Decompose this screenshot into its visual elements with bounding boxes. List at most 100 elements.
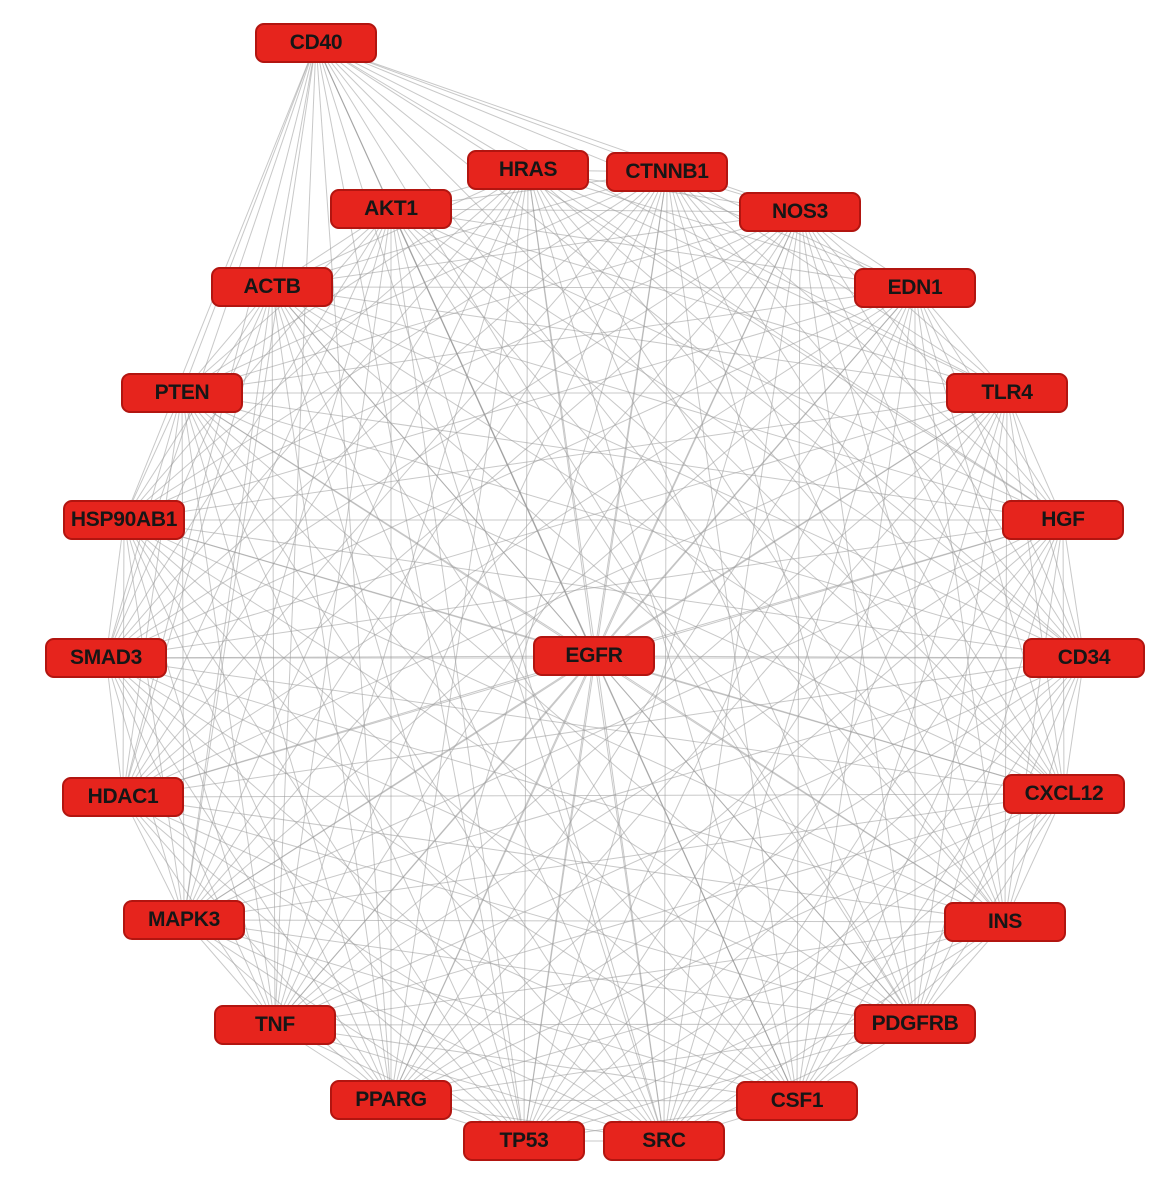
node-cd34[interactable]: CD34 bbox=[1023, 638, 1145, 678]
edge-nos3-hgf bbox=[799, 211, 1064, 521]
edge-pdgfrb-hdac1 bbox=[122, 796, 916, 1025]
edge-hgf-tnf bbox=[274, 519, 1064, 1026]
edge-nos3-tnf bbox=[274, 211, 801, 1026]
edge-cxcl12-hdac1 bbox=[122, 793, 1065, 798]
edge-pparg-actb bbox=[271, 286, 392, 1101]
edge-cxcl12-src bbox=[663, 793, 1065, 1142]
edge-hgf-akt1 bbox=[390, 208, 1064, 521]
node-hras[interactable]: HRAS bbox=[467, 150, 589, 190]
edge-hgf-pparg bbox=[390, 519, 1064, 1101]
edge-edn1-actb bbox=[271, 286, 916, 289]
edge-cd34-actb bbox=[271, 286, 1085, 659]
edge-hsp90ab1-pten bbox=[123, 392, 183, 521]
edge-ins-mapk3 bbox=[183, 919, 1006, 923]
edge-cd34-pparg bbox=[390, 657, 1085, 1101]
edge-mapk3-pten bbox=[181, 392, 185, 921]
edge-smad3-actb bbox=[105, 286, 273, 659]
edge-tlr4-hgf bbox=[1006, 392, 1064, 521]
edge-mapk3-actb bbox=[183, 286, 273, 921]
edge-mapk3-hdac1 bbox=[122, 796, 185, 921]
edge-nos3-smad3 bbox=[105, 211, 801, 659]
edge-egfr-hsp90ab1 bbox=[123, 519, 595, 657]
edge-src-pten bbox=[181, 392, 665, 1142]
node-hgf[interactable]: HGF bbox=[1002, 500, 1124, 540]
edge-egfr-cxcl12 bbox=[593, 655, 1065, 795]
node-tnf[interactable]: TNF bbox=[214, 1005, 336, 1045]
edge-src-hdac1 bbox=[122, 796, 665, 1142]
edge-egfr-pten bbox=[181, 392, 595, 657]
node-tp53[interactable]: TP53 bbox=[463, 1121, 585, 1161]
node-pdgfrb[interactable]: PDGFRB bbox=[854, 1004, 976, 1044]
edge-hras-tnf bbox=[274, 169, 529, 1026]
node-hsp90ab1[interactable]: HSP90AB1 bbox=[63, 500, 185, 540]
node-cd40[interactable]: CD40 bbox=[255, 23, 377, 63]
edge-cd40-cxcl12 bbox=[315, 42, 1065, 795]
edge-ctnnb1-hsp90ab1 bbox=[123, 171, 668, 521]
edge-ins-tp53 bbox=[523, 921, 1006, 1142]
edge-smad3-hsp90ab1 bbox=[105, 519, 125, 659]
node-akt1[interactable]: AKT1 bbox=[330, 189, 452, 229]
edge-egfr-akt1 bbox=[390, 208, 595, 657]
edge-cd34-tp53 bbox=[523, 657, 1085, 1142]
edge-egfr-nos3 bbox=[593, 211, 801, 657]
node-ctnnb1[interactable]: CTNNB1 bbox=[606, 152, 728, 192]
edge-tnf-hsp90ab1 bbox=[123, 519, 276, 1026]
edge-cd40-cd34 bbox=[315, 42, 1085, 659]
edge-cxcl12-pparg bbox=[390, 793, 1065, 1101]
edge-cd34-hdac1 bbox=[122, 657, 1085, 798]
edge-hdac1-pten bbox=[122, 392, 183, 798]
node-actb[interactable]: ACTB bbox=[211, 267, 333, 307]
edge-ctnnb1-csf1 bbox=[666, 171, 798, 1102]
node-tlr4[interactable]: TLR4 bbox=[946, 373, 1068, 413]
node-hdac1[interactable]: HDAC1 bbox=[62, 777, 184, 817]
edge-hras-tp53 bbox=[523, 169, 529, 1142]
edge-hgf-cd34 bbox=[1062, 519, 1085, 659]
edge-egfr-edn1 bbox=[593, 287, 916, 657]
edge-hgf-csf1 bbox=[796, 519, 1064, 1102]
edge-cd40-pten bbox=[181, 42, 317, 394]
edge-pdgfrb-smad3 bbox=[105, 657, 916, 1025]
edge-pdgfrb-mapk3 bbox=[183, 919, 916, 1025]
edge-edn1-hsp90ab1 bbox=[123, 287, 916, 521]
edge-csf1-pten bbox=[181, 392, 798, 1102]
edge-mapk3-akt1 bbox=[183, 208, 392, 921]
node-cxcl12[interactable]: CXCL12 bbox=[1003, 774, 1125, 814]
node-csf1[interactable]: CSF1 bbox=[736, 1081, 858, 1121]
node-src[interactable]: SRC bbox=[603, 1121, 725, 1161]
edge-tnf-actb bbox=[271, 286, 276, 1026]
edge-tlr4-pdgfrb bbox=[914, 392, 1008, 1025]
edge-edn1-tp53 bbox=[523, 287, 916, 1142]
edge-egfr-ins bbox=[593, 655, 1006, 923]
edge-ins-smad3 bbox=[105, 657, 1006, 923]
node-nos3[interactable]: NOS3 bbox=[739, 192, 861, 232]
edge-cd34-pdgfrb bbox=[914, 657, 1085, 1025]
edge-egfr-hdac1 bbox=[122, 655, 595, 798]
node-pten[interactable]: PTEN bbox=[121, 373, 243, 413]
edge-egfr-ctnnb1 bbox=[593, 171, 668, 657]
edge-hras-pparg bbox=[390, 169, 529, 1101]
node-pparg[interactable]: PPARG bbox=[330, 1080, 452, 1120]
edge-tlr4-akt1 bbox=[390, 208, 1008, 394]
edge-nos3-src bbox=[663, 211, 801, 1142]
edge-egfr-csf1 bbox=[593, 655, 798, 1102]
edge-hdac1-actb bbox=[122, 286, 273, 798]
edge-cd34-mapk3 bbox=[183, 657, 1085, 921]
node-ins[interactable]: INS bbox=[944, 902, 1066, 942]
edge-nos3-pten bbox=[181, 211, 801, 394]
edge-cxcl12-tnf bbox=[274, 793, 1065, 1026]
edge-hgf-actb bbox=[271, 286, 1064, 521]
edge-pdgfrb-hsp90ab1 bbox=[123, 519, 916, 1025]
node-egfr[interactable]: EGFR bbox=[533, 636, 655, 676]
edge-hras-hgf bbox=[527, 169, 1064, 521]
edge-hras-pdgfrb bbox=[527, 169, 916, 1025]
edge-hras-edn1 bbox=[527, 169, 916, 289]
node-smad3[interactable]: SMAD3 bbox=[45, 638, 167, 678]
edge-tlr4-smad3 bbox=[105, 392, 1008, 659]
node-mapk3[interactable]: MAPK3 bbox=[123, 900, 245, 940]
edge-src-smad3 bbox=[105, 657, 665, 1142]
edge-cd40-actb bbox=[271, 42, 317, 288]
node-edn1[interactable]: EDN1 bbox=[854, 268, 976, 308]
edge-egfr-mapk3 bbox=[183, 655, 595, 921]
edge-pdgfrb-tp53 bbox=[523, 1023, 916, 1142]
